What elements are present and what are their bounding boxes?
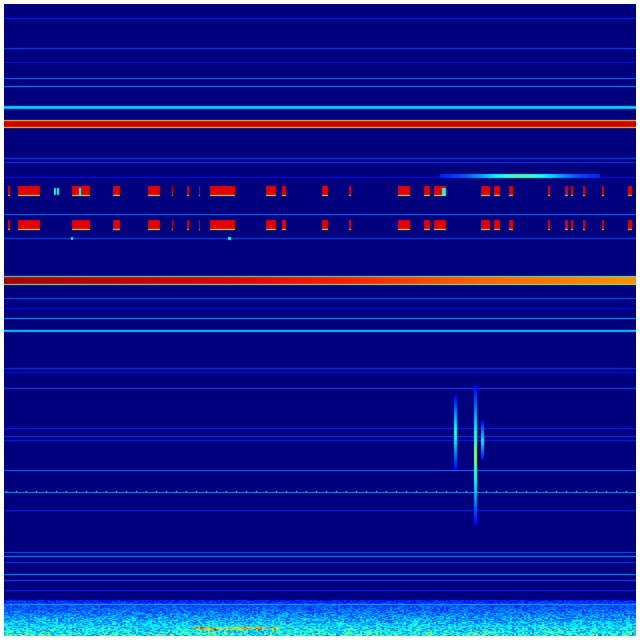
spectrogram-image <box>4 4 636 636</box>
